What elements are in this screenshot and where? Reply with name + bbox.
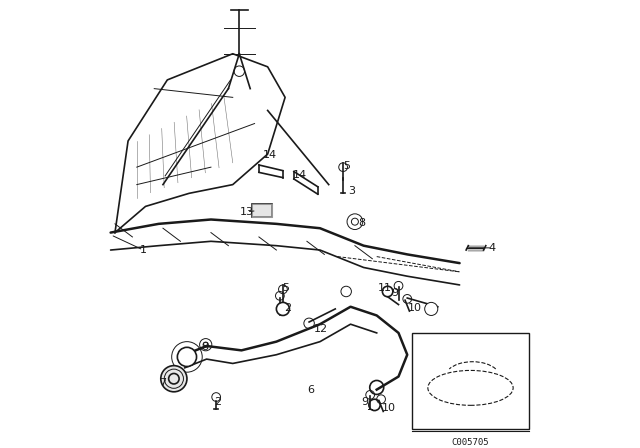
Text: 8: 8 [358,218,365,228]
Text: 2: 2 [214,397,221,407]
Text: 5: 5 [282,284,289,293]
Text: 13: 13 [240,207,253,217]
Text: 9: 9 [392,288,399,298]
Bar [412,333,529,429]
Text: 14: 14 [263,150,277,160]
Bar [252,204,272,217]
Text: 4: 4 [489,243,496,253]
Text: 12: 12 [314,324,328,334]
Circle shape [425,302,438,315]
Text: 1: 1 [140,245,147,255]
Circle shape [341,286,351,297]
Circle shape [382,286,393,297]
Text: C005705: C005705 [452,438,490,447]
Text: 10: 10 [408,302,422,313]
Text: 10: 10 [382,403,396,413]
Text: 11: 11 [378,284,392,293]
Text: 5: 5 [344,161,351,171]
Text: 6: 6 [307,385,314,396]
Text: 2: 2 [284,302,291,313]
Text: 8: 8 [201,342,208,352]
Circle shape [177,347,196,366]
Text: 14: 14 [293,170,307,180]
Circle shape [490,402,501,413]
Circle shape [161,366,187,392]
Circle shape [435,402,445,413]
Text: 9: 9 [361,397,368,407]
Circle shape [276,302,289,315]
Circle shape [442,383,454,396]
Text: 7: 7 [159,378,166,388]
Text: 3: 3 [348,186,355,196]
